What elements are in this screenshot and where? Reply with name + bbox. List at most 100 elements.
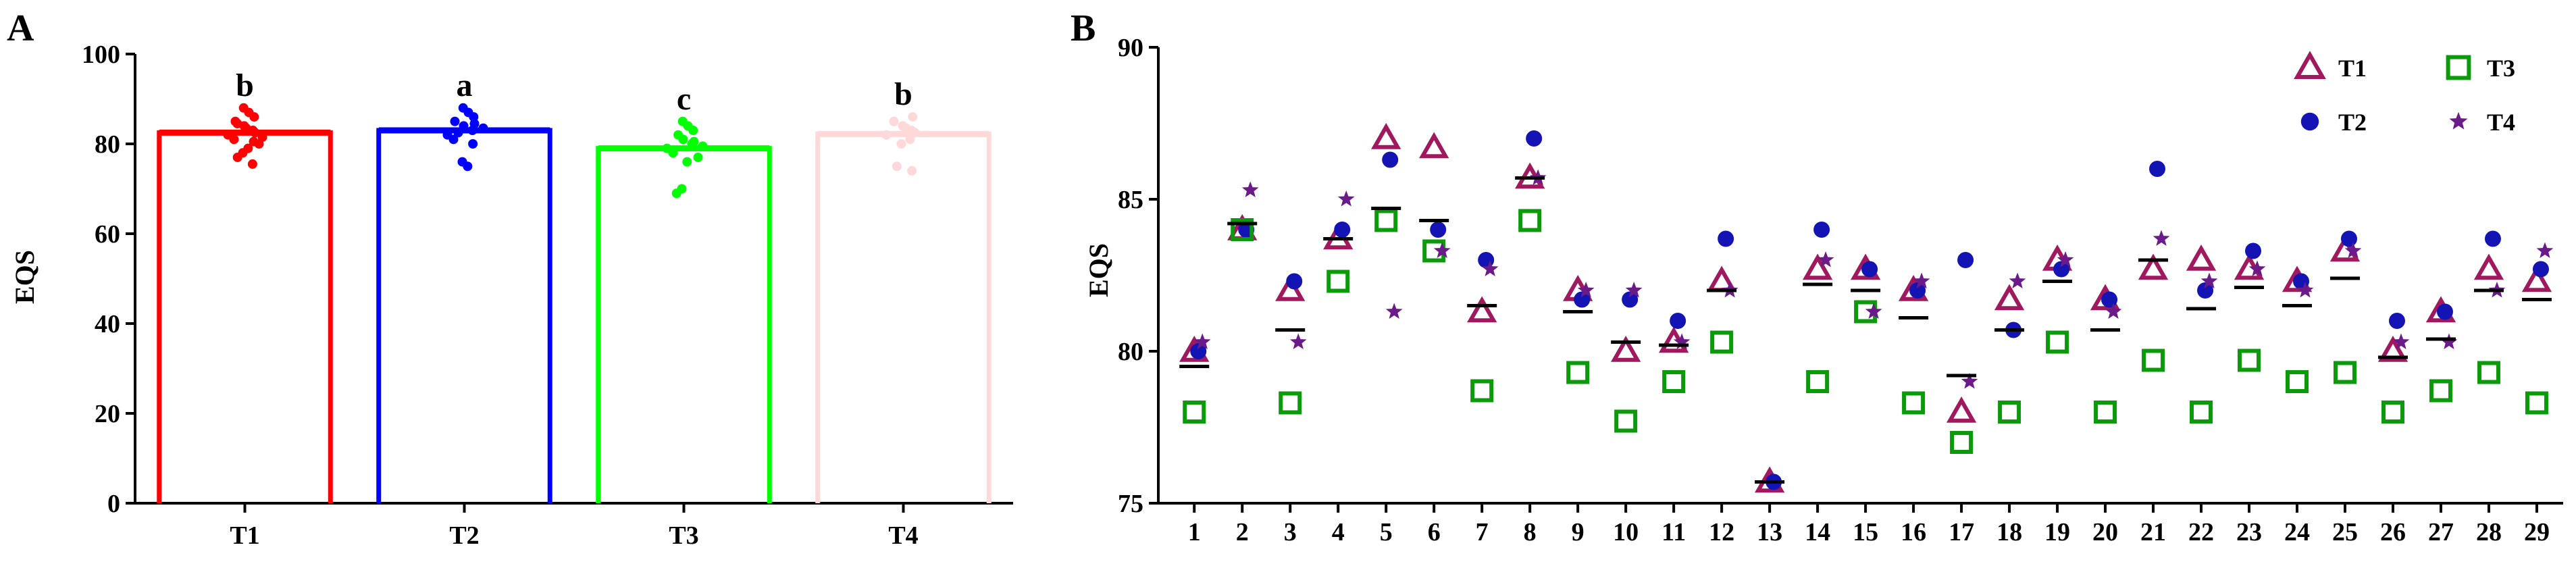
panel-a-bar [596,146,772,503]
panel-b-data-point [1526,130,1543,147]
panel-b-x-tick-label: 8 [1524,518,1537,546]
panel-a-data-point [457,157,467,167]
panel-b-data-point [1470,379,1494,403]
panel-b-legend-label: T2 [2338,109,2367,136]
panel-b-data-point [2186,244,2217,271]
panel-b-x-tick-label: 24 [2284,518,2310,546]
panel-b-data-point [2142,349,2165,372]
panel-b-data-point [1566,361,1590,384]
panel-b-legend-label: T3 [2487,55,2515,82]
panel-b-data-point [2057,251,2074,267]
panel-b-data-point [2333,361,2356,384]
panel-b-data-point [1337,190,1355,207]
panel-a-significance-label: b [894,76,912,112]
panel-b-data-point [1710,330,1734,354]
panel-b-data-point [1614,409,1638,433]
panel-a-data-point [232,119,242,129]
panel-b-x-tick-label: 29 [2524,518,2550,546]
panel-a-x-tick-label: T4 [888,521,918,550]
panel-b-x-tick-label: 10 [1613,518,1639,546]
panel-b-data-point [1419,132,1449,159]
panel-b-data-point [1289,333,1307,349]
panel-b-data-point [2009,272,2026,288]
panel-a-significance-label: c [677,81,691,117]
panel-b-x-tick-label: 18 [1997,518,2022,546]
panel-b-data-point [2053,261,2070,278]
panel-b-data-point [1946,396,1977,423]
panel-b-data-point [1662,370,1686,393]
panel-b-data-point [1430,222,1447,238]
panel-a-data-point [458,103,468,113]
panel-b-data-point [2388,313,2405,329]
panel-a-y-tick-label: 20 [95,400,120,428]
panel-a-label: A [7,7,34,49]
panel-b-legend: T1 T3 T2 T4 [2294,51,2515,136]
panel-b-y-tick-label: 80 [1118,338,1143,366]
panel-b-x-tick-label: 3 [1284,518,1297,546]
panel-a-y-tick-label: 100 [82,41,120,69]
panel-b-data-point [1718,230,1734,247]
panel-b-x-tick-label: 28 [2476,518,2502,546]
panel-a-data-point [677,116,688,126]
panel-b-data-point [1817,251,1834,267]
panel-b-x-tick-label: 14 [1805,518,1830,546]
panel-b-data-point [1433,242,1451,258]
panel-a-data-point [673,130,684,140]
panel-b-data-point [2381,401,2404,424]
panel-b-data-point [2046,330,2069,354]
panel-b-data-point [1673,333,1691,349]
panel-b-data-point [1481,260,1499,276]
panel-b-data-point [1670,313,1686,329]
panel-b-data-point [2532,261,2549,278]
panel-b-data-point [2340,230,2357,247]
panel-a-y-tick-label: 40 [95,310,120,338]
panel-a-data-point [448,134,459,145]
panel-a-data-point [249,136,259,147]
panel-b-data-point [2094,401,2117,424]
panel-b-data-point [2245,242,2262,259]
panel-a-data-point [232,152,242,162]
panel-b-data-point [1994,284,2025,311]
panel-b-data-point [1802,253,1833,280]
panel-b-data-point [1279,391,1302,415]
panel-b-data-point [1371,122,1401,149]
panel-b-data-point [2296,282,2314,298]
panel-b-data-point [2238,349,2261,372]
panel-b-data-point [2477,361,2500,384]
panel-a-data-point [682,157,692,167]
panel-b-data-point [2440,333,2458,349]
panel-b-data-point [2248,260,2266,276]
panel-b-legend-marker [2300,112,2319,131]
panel-a-data-point [907,165,917,176]
panel-b-legend-label: T4 [2487,109,2515,136]
panel-b-data-point [1574,291,1591,308]
panel-b-data-point [2190,401,2213,424]
panel-b-data-point [1183,401,1206,424]
panel-b-legend-marker [2446,55,2471,80]
panel-a-data-point [247,159,257,169]
panel-a-data-point [671,188,681,199]
panel-b-data-point [1518,209,1542,232]
panel-b-data-point [2429,379,2452,403]
panel-a-data-point [229,134,239,145]
panel-b-legend-marker [2449,111,2468,130]
panel-a-x-tick-label: T2 [449,521,479,550]
panel-b-x-tick-label: 15 [1853,518,1878,546]
panel-a-data-point [896,139,906,149]
panel-b-x-tick-label: 11 [1661,518,1686,546]
panel-b-label: B [1071,7,1096,49]
panel-b-x-tick-label: 2 [1236,518,1249,546]
panel-b-data-point [1625,282,1643,298]
panel-a-y-tick-label: 60 [95,220,120,249]
panel-b-data-point [1334,222,1351,238]
panel-b-data-point [2197,282,2214,299]
panel-b-data-point [1902,391,1926,415]
panel-a-data-point [469,119,480,129]
panel-a-data-point [901,123,911,133]
panel-b-data-point [2101,291,2118,308]
panel-a-data-point [889,116,899,126]
panel-b-x-tick-label: 1 [1188,518,1201,546]
panel-b-x-tick-label: 7 [1476,518,1489,546]
panel-b-x-tick-label: 6 [1428,518,1441,546]
